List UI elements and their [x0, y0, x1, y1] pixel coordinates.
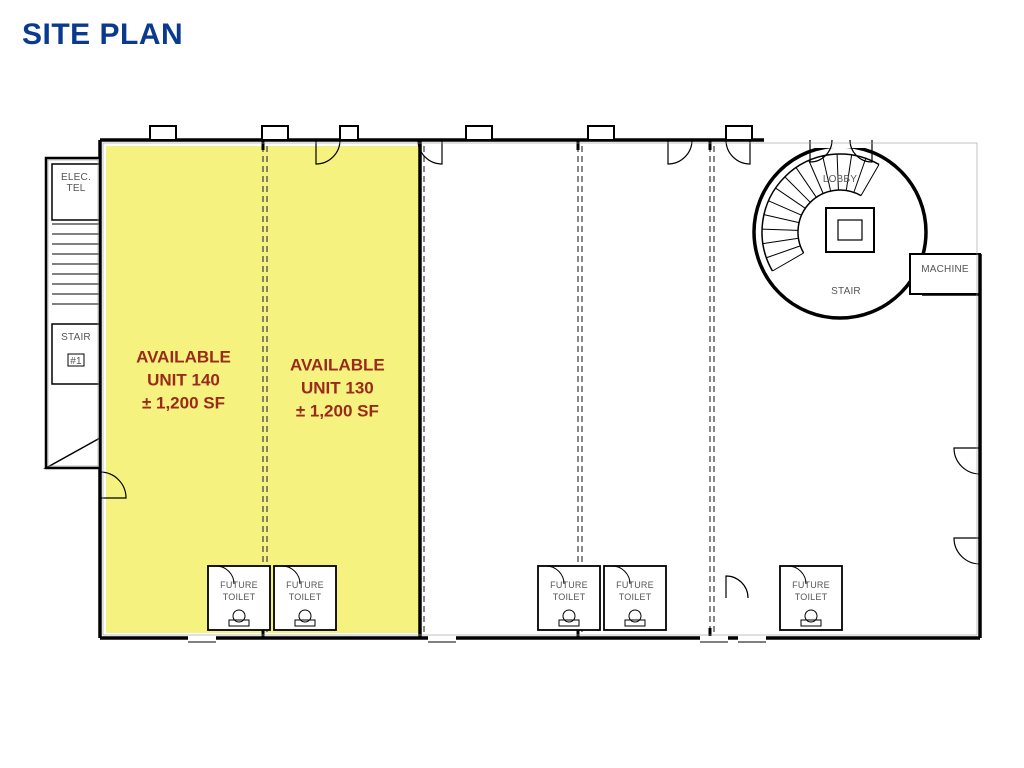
- annot-line1: AVAILABLE: [262, 355, 412, 378]
- available-unit-label: AVAILABLEUNIT 130± 1,200 SF: [262, 355, 412, 424]
- site-plan: LOBBY STAIR MACHINE ELEC.TEL STAIR #1 FUTURE TO…: [40, 98, 984, 658]
- column-tab: [726, 126, 752, 140]
- svg-text:#1: #1: [70, 356, 82, 367]
- svg-text:STAIR: STAIR: [61, 332, 91, 343]
- svg-text:TOILET: TOILET: [553, 592, 586, 602]
- column-tab: [466, 126, 492, 140]
- door-swing: [954, 448, 980, 474]
- annot-line2: UNIT 140: [108, 369, 258, 392]
- svg-text:TOILET: TOILET: [223, 592, 256, 602]
- door-swing: [668, 140, 692, 164]
- future-toilet: FUTURE TOILET: [780, 566, 842, 630]
- svg-text:TOILET: TOILET: [619, 592, 652, 602]
- available-unit-label: AVAILABLEUNIT 140± 1,200 SF: [108, 346, 258, 415]
- future-toilet: FUTURE TOILET: [274, 566, 336, 630]
- annot-line3: ± 1,200 SF: [262, 401, 412, 424]
- svg-text:TOILET: TOILET: [795, 592, 828, 602]
- column-tab: [262, 126, 288, 140]
- lobby-rotunda: LOBBY STAIR MACHINE: [754, 138, 980, 318]
- svg-text:TOILET: TOILET: [289, 592, 322, 602]
- future-toilet: FUTURE TOILET: [604, 566, 666, 630]
- column-tab: [588, 126, 614, 140]
- future-toilet: FUTURE TOILET: [208, 566, 270, 630]
- svg-text:FUTURE: FUTURE: [286, 580, 324, 590]
- svg-text:STAIR: STAIR: [831, 286, 861, 297]
- column-tab: [150, 126, 176, 140]
- svg-text:ELEC.: ELEC.: [61, 172, 91, 183]
- svg-text:FUTURE: FUTURE: [792, 580, 830, 590]
- page-title: SITE PLAN: [22, 18, 183, 52]
- door-swing: [954, 538, 980, 564]
- svg-text:FUTURE: FUTURE: [616, 580, 654, 590]
- svg-text:MACHINE: MACHINE: [921, 264, 969, 275]
- annot-line2: UNIT 130: [262, 378, 412, 401]
- column-tab: [340, 126, 358, 140]
- svg-text:FUTURE: FUTURE: [550, 580, 588, 590]
- door-swing: [726, 576, 748, 598]
- svg-text:FUTURE: FUTURE: [220, 580, 258, 590]
- future-toilet: FUTURE TOILET: [538, 566, 600, 630]
- annot-line1: AVAILABLE: [108, 346, 258, 369]
- left-service-wing: [46, 158, 100, 468]
- svg-text:TEL: TEL: [67, 183, 86, 194]
- door-swing: [726, 140, 750, 164]
- annot-line3: ± 1,200 SF: [108, 392, 258, 415]
- svg-text:LOBBY: LOBBY: [823, 174, 857, 185]
